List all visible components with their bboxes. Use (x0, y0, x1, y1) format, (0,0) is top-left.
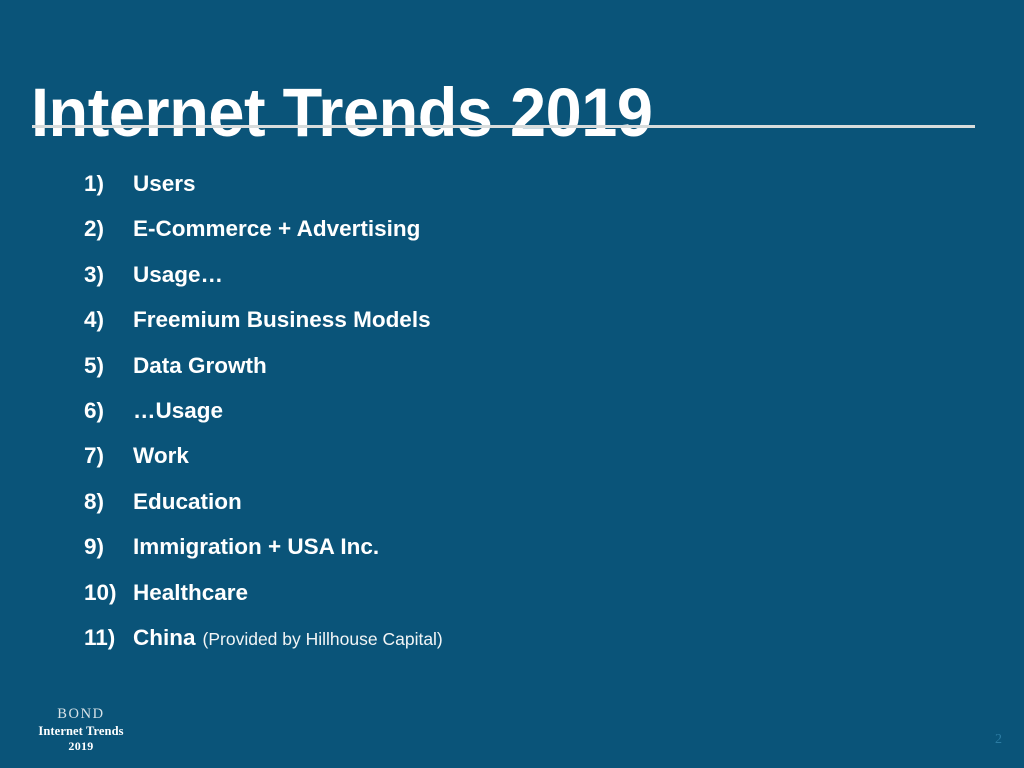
agenda-item-number: 1) (84, 171, 105, 196)
list-item[interactable]: 7) Work (84, 443, 964, 488)
list-item[interactable]: 2) E-Commerce + Advertising (84, 216, 964, 261)
agenda-item-label: E-Commerce + Advertising (133, 216, 421, 242)
agenda-item-number: 6) (84, 397, 105, 423)
list-item[interactable]: 3) Usage… (84, 262, 964, 307)
agenda-item-note: (Provided by Hillhouse Capital) (202, 628, 443, 649)
list-item[interactable]: 6) …Usage (84, 398, 964, 443)
agenda-item-number: 8) (84, 488, 105, 514)
agenda-item-label: Healthcare (133, 579, 249, 605)
agenda-item-number: 4) (84, 307, 105, 333)
agenda-item-label: Usage… (133, 261, 224, 287)
list-item[interactable]: 4) Freemium Business Models (84, 307, 964, 352)
agenda-item-label: China (133, 624, 196, 650)
agenda-item-number: 10) (84, 579, 117, 605)
agenda-item-label: …Usage (133, 397, 224, 423)
agenda-item-label: Data Growth (133, 352, 267, 378)
agenda-item-number: 9) (84, 534, 105, 560)
list-item[interactable]: 8) Education (84, 489, 964, 534)
page-title: Internet Trends 2019 (31, 74, 653, 152)
agenda-item-label: Work (133, 443, 189, 469)
bond-logo: BOND Internet Trends 2019 (22, 706, 140, 754)
bond-logo-line-2: Internet Trends (38, 724, 124, 738)
agenda-item-label: Education (133, 488, 242, 514)
list-item[interactable]: 1) Users (84, 171, 964, 216)
bond-logo-brand: BOND (57, 706, 105, 722)
agenda-item-number: 3) (84, 261, 105, 287)
page-number: 2 (995, 732, 1002, 747)
agenda-item-label: Immigration + USA Inc. (133, 534, 380, 560)
list-item[interactable]: 11) China (Provided by Hillhouse Capital) (84, 625, 964, 670)
list-item[interactable]: 5) Data Growth (84, 353, 964, 398)
agenda-item-label: Freemium Business Models (133, 307, 431, 333)
title-divider-rule (32, 125, 975, 128)
list-item[interactable]: 9) Immigration + USA Inc. (84, 534, 964, 579)
list-item[interactable]: 10) Healthcare (84, 580, 964, 625)
agenda-item-number: 7) (84, 443, 105, 469)
agenda-item-number: 5) (84, 352, 105, 378)
bond-logo-line-3: 2019 (68, 739, 94, 753)
agenda-item-number: 11) (84, 624, 116, 650)
agenda-item-number: 2) (84, 216, 105, 242)
agenda-list: 1) Users 2) E-Commerce + Advertising 3) Usage… (84, 171, 964, 670)
agenda-item-label: Users (133, 171, 196, 196)
